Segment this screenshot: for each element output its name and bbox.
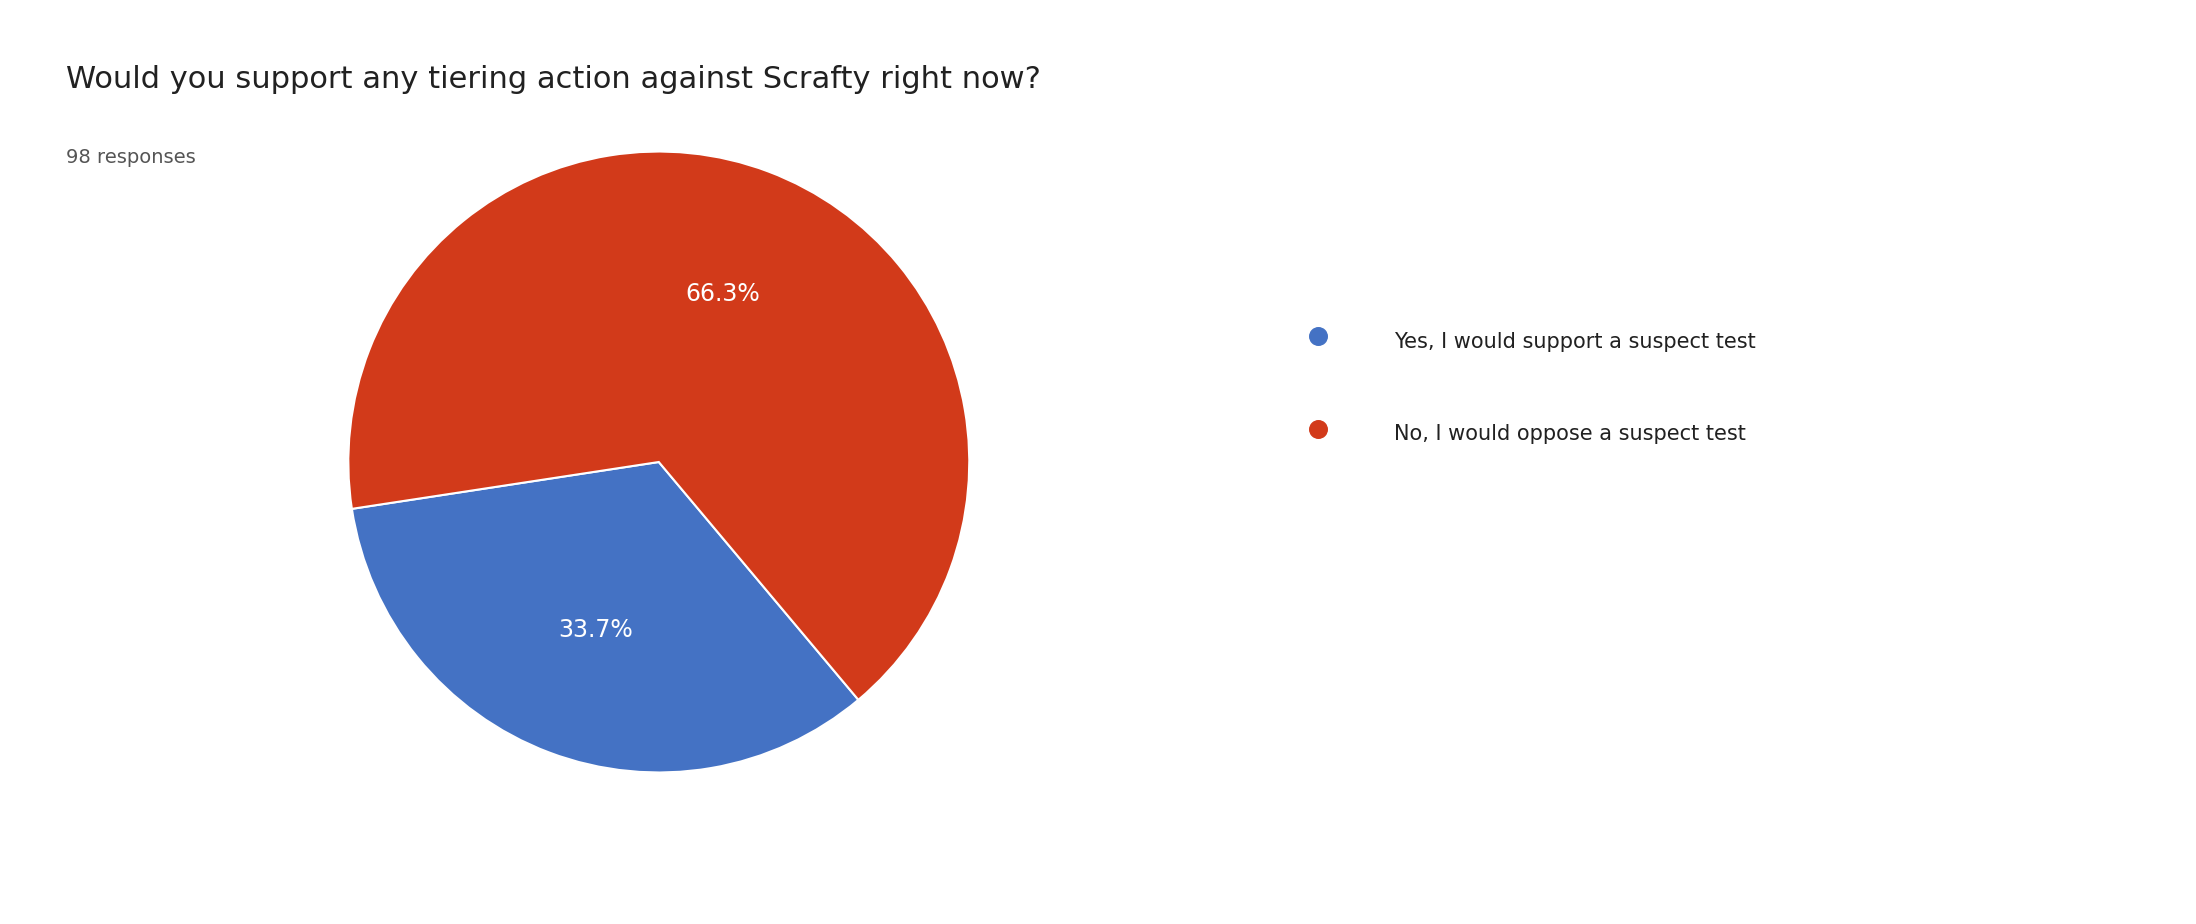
Text: Would you support any tiering action against Scrafty right now?: Would you support any tiering action aga…: [66, 65, 1041, 93]
Wedge shape: [349, 152, 968, 699]
Text: No, I would oppose a suspect test: No, I would oppose a suspect test: [1394, 424, 1746, 444]
Wedge shape: [351, 462, 859, 772]
Text: Yes, I would support a suspect test: Yes, I would support a suspect test: [1394, 332, 1757, 352]
Text: 98 responses: 98 responses: [66, 148, 195, 167]
Point: [1300, 329, 1335, 344]
Text: 33.7%: 33.7%: [558, 618, 632, 642]
Text: 66.3%: 66.3%: [685, 282, 760, 306]
Point: [1300, 421, 1335, 436]
